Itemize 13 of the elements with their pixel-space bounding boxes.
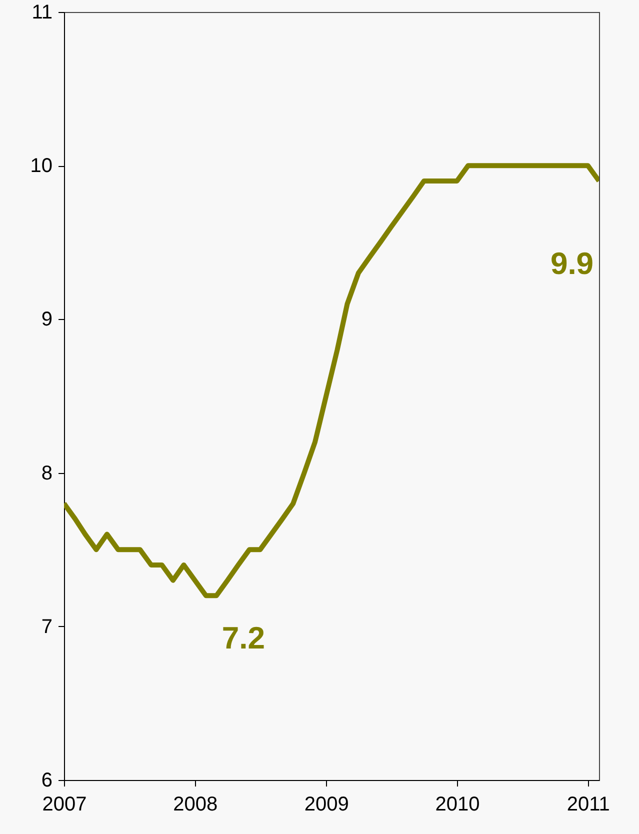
x-tick-label: 2011 [566,794,610,816]
x-tick-label: 2008 [173,794,218,816]
y-tick-label: 11 [32,2,52,24]
y-tick-label: 10 [30,155,52,178]
y-tick-label: 9 [41,308,52,331]
x-tick-label: 2009 [304,794,349,816]
x-tick-label: 2007 [42,794,87,816]
x-tick-label: 2010 [435,794,480,816]
y-tick-label: 8 [41,462,52,484]
annotation: 9.9 [550,246,594,281]
y-tick-label: 7 [41,616,52,638]
y-tick-label: 6 [41,770,52,792]
annotation: 7.2 [222,620,265,656]
